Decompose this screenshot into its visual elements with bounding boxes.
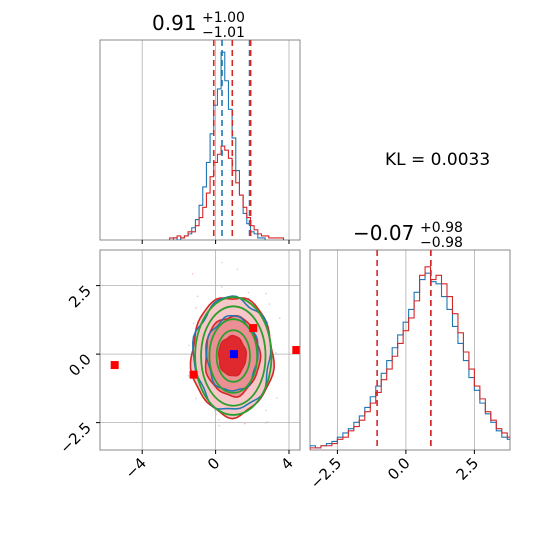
joint-sample-point (187, 375, 190, 377)
joint-sample-point (264, 422, 267, 424)
joint-y-tick-label: −2.5 (56, 419, 94, 457)
param1-histogram-panel (99, 39, 301, 244)
joint-x-tick-label: −4 (122, 454, 150, 482)
joint-red-marker (189, 370, 198, 379)
joint-sample-point (192, 322, 195, 325)
joint-red-marker (292, 346, 300, 354)
joint-frame (99, 249, 301, 451)
joint-green-contour (215, 329, 251, 383)
joint-sample-point (179, 454, 181, 456)
joint-x-tick-label: 0 (204, 454, 223, 473)
joint-2d-panel (96, 249, 308, 456)
joint-sample-point (266, 421, 269, 423)
param1-title: 0.91 +1.00 −1.01 (152, 10, 245, 41)
hist1-frame (99, 39, 301, 241)
joint-sample-point (244, 422, 246, 425)
joint-sample-point (214, 409, 216, 412)
param1-title-minus: −1.01 (202, 25, 245, 41)
joint-red-marker (110, 361, 119, 370)
joint-sample-point (215, 413, 218, 416)
kl-divergence-label: KL = 0.0033 (385, 150, 490, 170)
tick-labels: −4 0 4 −2.5 0.0 2.5 −2.5 0.0 2.5 (56, 282, 482, 493)
joint-sample-point (195, 397, 197, 400)
param2-histogram-panel (309, 249, 511, 454)
joint-sample-point (218, 419, 220, 421)
hist2-series (310, 250, 510, 450)
hist1-series (169, 40, 285, 240)
hist2-x-tick-label: 2.5 (453, 454, 483, 484)
joint-sample-point (218, 424, 220, 427)
joint-sample-point (247, 291, 250, 294)
joint-blue-contour (192, 295, 272, 410)
joint-green-contour (200, 305, 267, 407)
joint-sample-point (265, 292, 267, 295)
joint-contours (110, 261, 308, 456)
joint-sample-point (188, 344, 190, 347)
joint-sample-point (265, 409, 267, 412)
joint-sample-point (221, 286, 223, 288)
joint-sample-point (196, 295, 199, 298)
param1-title-value: 0.91 (152, 11, 197, 35)
joint-blue-marker (229, 350, 238, 359)
param2-title: −0.07 +0.98 −0.98 (353, 220, 463, 251)
hist2-red-series (310, 266, 510, 450)
param2-title-value: −0.07 (353, 221, 414, 245)
hist2-frame (309, 249, 511, 451)
joint-red-marker (249, 324, 258, 333)
joint-x-tick-label: 4 (277, 454, 296, 473)
joint-sample-point (195, 307, 197, 309)
joint-sample-point (306, 344, 308, 346)
joint-sample-point (236, 268, 239, 271)
hist2-x-tick-label: 0.0 (384, 454, 414, 484)
joint-sample-point (191, 273, 194, 275)
joint-sample-point (276, 397, 278, 400)
joint-sample-point (221, 261, 224, 264)
joint-sample-point (278, 317, 281, 319)
joint-sample-point (275, 351, 277, 354)
param2-title-minus: −0.98 (420, 235, 463, 251)
joint-sample-point (268, 303, 271, 305)
hist1-red-series (169, 145, 285, 240)
joint-green-contour (194, 296, 273, 416)
joint-y-tick-label: 2.5 (65, 282, 95, 312)
hist2-x-tick-label: −2.5 (307, 454, 345, 492)
param2-title-plus: +0.98 (420, 220, 463, 236)
joint-y-tick-label: 0.0 (65, 350, 95, 380)
joint-green-contour (208, 318, 259, 394)
param1-title-plus: +1.00 (202, 10, 245, 26)
